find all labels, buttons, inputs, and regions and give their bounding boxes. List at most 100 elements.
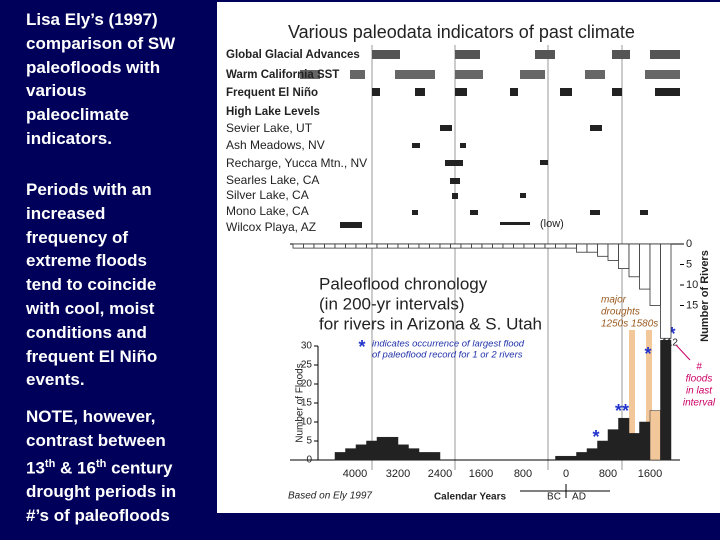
rivers-bar <box>576 243 588 253</box>
floods-bar <box>355 444 367 461</box>
low-note: (low) <box>540 218 564 230</box>
rivers-bar <box>450 243 462 249</box>
rivers-bar <box>513 243 525 249</box>
indicator-label: Wilcox Playa, AZ <box>226 220 316 234</box>
text-segment: th <box>95 457 107 470</box>
rivers-bar <box>355 243 367 249</box>
floods-bar <box>639 421 651 461</box>
legend-text: indicates occurrence of largest flood <box>372 339 525 350</box>
indicator-bars <box>300 50 680 228</box>
rivers-bar <box>597 243 609 257</box>
asterisk: * <box>358 337 365 357</box>
floods-bar <box>397 444 409 461</box>
rivers-tick-label: 5 <box>686 258 692 270</box>
text-line: extreme floods <box>26 251 147 271</box>
rivers-tick-label: 0 <box>686 238 692 250</box>
floods-tick-label: 5 <box>306 436 312 447</box>
x-tick-label: 800 <box>599 468 617 480</box>
rivers-bar <box>639 243 651 290</box>
era-label: BC <box>547 492 561 503</box>
indicator-label: Recharge, Yucca Mtn., NV <box>226 156 367 170</box>
floods-bar <box>618 417 630 461</box>
rivers-bar <box>418 243 430 249</box>
indicator-label: Global Glacial Advances <box>226 49 360 61</box>
text-line: comparison of SW <box>26 33 176 53</box>
last-note: in last <box>686 386 713 397</box>
rivers-bar <box>366 243 378 249</box>
rivers-bar <box>397 243 409 249</box>
floods-bar <box>660 340 672 461</box>
text-line: Lisa Ely’s (1997) <box>26 10 158 29</box>
floods-bar <box>376 436 388 461</box>
rivers-bar <box>345 243 357 249</box>
intro-text: Lisa Ely’s (1997) comparison of SW paleofl… <box>26 8 175 151</box>
text-line: frequent El Niño <box>26 346 158 366</box>
floods-bar <box>387 436 399 461</box>
floods-tick-label: 25 <box>301 360 313 371</box>
asterisk: * <box>668 324 675 344</box>
text-line: 13th & 16th century <box>26 453 176 480</box>
indicator-label: Silver Lake, CA <box>226 188 309 202</box>
indicator-label: Searles Lake, CA <box>226 173 319 187</box>
floods-tick-label: 0 <box>306 455 312 466</box>
text-line: contrast between <box>26 430 166 450</box>
x-tick-label: 800 <box>514 468 532 480</box>
x-tick-label: 1600 <box>469 468 493 480</box>
asterisk: ** <box>615 401 629 421</box>
rivers-axis-title: Number of Rivers <box>699 250 711 342</box>
rivers-bar <box>628 243 640 278</box>
rivers-bar <box>502 243 514 249</box>
text-line: events. <box>26 370 85 390</box>
last-note: interval <box>683 398 716 409</box>
floods-tick-label: 10 <box>301 417 313 428</box>
floods-bar <box>418 452 430 461</box>
floods-bar <box>408 448 420 461</box>
rivers-bar <box>324 243 336 249</box>
rivers-bar <box>408 243 420 249</box>
drought-note: major <box>601 295 627 306</box>
x-tick-label: 3200 <box>386 468 410 480</box>
floods-axis-title: Number of Floods <box>295 363 306 442</box>
rivers-bar <box>607 243 619 261</box>
rivers-bar <box>534 243 546 249</box>
floods-bar <box>597 440 609 461</box>
floods-bar <box>345 448 357 461</box>
rivers-bar <box>429 243 441 249</box>
floods-bar <box>555 455 567 461</box>
drought-band <box>646 330 652 460</box>
rivers-bar <box>376 243 388 249</box>
indicator-label: Ash Meadows, NV <box>226 138 325 152</box>
text-segment: century <box>106 458 173 478</box>
rivers-bar <box>481 243 493 249</box>
asterisk: * <box>592 427 599 447</box>
text-line: Periods with an <box>26 180 152 199</box>
drought-note: 1250s 1580s <box>601 319 658 330</box>
text-line: with cool, moist <box>26 298 155 318</box>
last-note-pointer <box>675 344 691 361</box>
floods-bar <box>429 452 441 461</box>
rivers-bar <box>492 243 504 249</box>
text-line: increased <box>26 203 106 223</box>
floods-tick-label: 20 <box>301 379 313 390</box>
text-line: tend to coincide <box>26 275 157 295</box>
x-tick-label: 2400 <box>428 468 452 480</box>
last-note: floods <box>686 374 713 385</box>
source-note: Based on Ely 1997 <box>288 491 372 502</box>
rivers-bar <box>544 243 556 249</box>
rivers-bar <box>471 243 483 249</box>
floods-bar <box>334 452 346 461</box>
text-line: paleoclimate <box>26 105 129 125</box>
x-axis-title: Calendar Years <box>434 492 507 503</box>
drought-band <box>629 330 635 460</box>
text-segment: 13 <box>26 458 45 478</box>
text-line: conditions and <box>26 322 147 342</box>
text-line: #’s of paleofloods <box>26 505 170 525</box>
rivers-bar <box>586 243 598 253</box>
text-line: various <box>26 81 87 101</box>
text-line: NOTE, however, <box>26 407 156 426</box>
era-label: AD <box>572 492 586 503</box>
floods-bar <box>649 410 661 461</box>
asterisk: * <box>644 344 651 364</box>
